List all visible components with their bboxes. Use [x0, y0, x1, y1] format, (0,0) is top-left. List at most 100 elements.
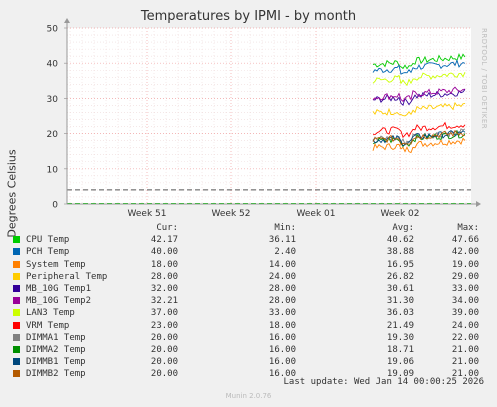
legend-row: MB_10G Temp1 32.00 28.00 30.61 33.00 [0, 283, 497, 295]
legend-row: System Temp 18.00 14.00 16.95 19.00 [0, 259, 497, 271]
legend-row: LAN3 Temp 37.00 33.00 36.03 39.00 [0, 307, 497, 319]
legend-avg-value: 30.61 [386, 283, 414, 294]
legend-header-avg: Avg: [392, 223, 414, 233]
legend-cur-value: 23.00 [150, 320, 178, 331]
legend-row: MB_10G Temp2 32.21 28.00 31.30 34.00 [0, 295, 497, 307]
legend-series-name: System Temp [26, 259, 86, 270]
legend-swatch [13, 358, 20, 366]
x-tick-label: Week 01 [297, 209, 336, 219]
legend-swatch [13, 370, 20, 378]
legend-avg-value: 38.88 [386, 247, 414, 258]
legend-row: DIMMA1 Temp 20.00 16.00 19.30 22.00 [0, 332, 497, 344]
legend-avg-value: 40.62 [386, 235, 414, 246]
legend-avg-value: 16.95 [386, 259, 414, 270]
legend-min-value: 16.00 [268, 332, 296, 343]
y-axis-arrow [64, 18, 70, 23]
legend-swatch [13, 321, 20, 329]
legend-series-name: DIMMA1 Temp [26, 332, 86, 343]
legend-max-value: 21.00 [451, 357, 479, 368]
chart-title: Temperatures by IPMI - by month [140, 9, 357, 24]
legend-max-value: 39.00 [451, 308, 479, 319]
y-tick-label: 40 [47, 60, 59, 70]
legend-avg-value: 31.30 [386, 296, 414, 307]
y-tick-label: 50 [47, 25, 59, 35]
legend-series-name: DIMMB2 Temp [26, 369, 86, 380]
legend-swatch [13, 297, 20, 305]
legend-avg-value: 26.82 [386, 271, 414, 282]
legend-row: PCH Temp 40.00 2.40 38.88 42.00 [0, 246, 497, 258]
y-tick-label: 0 [52, 201, 58, 211]
legend-max-value: 33.00 [451, 283, 479, 294]
legend-min-value: 33.00 [268, 308, 296, 319]
legend-min-value: 16.00 [268, 369, 296, 380]
legend-avg-value: 19.06 [386, 357, 414, 368]
legend-avg-value: 21.49 [386, 320, 414, 331]
legend-avg-value: 19.30 [386, 332, 414, 343]
legend-swatch [13, 284, 20, 292]
legend-cur-value: 20.00 [150, 344, 178, 355]
legend-min-value: 2.40 [274, 247, 296, 258]
legend-header-max: Max: [457, 223, 479, 233]
legend-max-value: 21.00 [451, 369, 479, 380]
legend-min-value: 16.00 [268, 357, 296, 368]
legend-swatch [13, 236, 20, 244]
legend-max-value: 34.00 [451, 296, 479, 307]
series-line [372, 129, 466, 146]
legend: Cur: Min: Avg: Max: CPU Temp 42.17 36.11 40… [0, 222, 497, 380]
legend-cur-value: 40.00 [150, 247, 178, 258]
legend-series-name: MB_10G Temp2 [26, 296, 92, 307]
legend-row: DIMMB1 Temp 20.00 16.00 19.06 21.00 [0, 356, 497, 368]
legend-min-value: 24.00 [268, 271, 296, 282]
legend-swatch [13, 260, 20, 268]
munin-version: Munin 2.0.76 [225, 392, 272, 400]
series-line [372, 137, 466, 154]
series-lines [372, 53, 466, 154]
legend-min-value: 28.00 [268, 296, 296, 307]
legend-swatch [13, 272, 20, 280]
rrdtool-watermark: RRDTOOL / TOBI OETIKER [480, 28, 488, 130]
legend-row: VRM Temp 23.00 18.00 21.49 24.00 [0, 320, 497, 332]
legend-series-name: DIMMB1 Temp [26, 357, 86, 368]
legend-max-value: 42.00 [451, 247, 479, 258]
legend-max-value: 22.00 [451, 332, 479, 343]
x-tick-label: Week 52 [212, 209, 251, 219]
legend-swatch [13, 309, 20, 317]
legend-header-cur: Cur: [156, 223, 178, 233]
y-tick-label: 30 [47, 95, 59, 105]
legend-header: Cur: Min: Avg: Max: [0, 222, 497, 234]
legend-min-value: 28.00 [268, 283, 296, 294]
y-tick-label: 10 [47, 165, 59, 175]
legend-min-value: 14.00 [268, 259, 296, 270]
legend-avg-value: 19.09 [386, 369, 414, 380]
legend-cur-value: 37.00 [150, 308, 178, 319]
legend-row: DIMMB2 Temp 20.00 16.00 19.09 21.00 [0, 368, 497, 380]
last-update: Last update: Wed Jan 14 00:00:25 2026 [283, 377, 484, 387]
legend-max-value: 29.00 [451, 271, 479, 282]
legend-cur-value: 20.00 [150, 332, 178, 343]
series-line [372, 101, 466, 117]
legend-avg-value: 18.71 [386, 344, 414, 355]
legend-series-name: PCH Temp [26, 247, 70, 258]
legend-series-name: Peripheral Temp [26, 271, 108, 282]
legend-series-name: VRM Temp [26, 320, 70, 331]
legend-max-value: 19.00 [451, 259, 479, 270]
legend-cur-value: 32.21 [150, 296, 178, 307]
x-tick-label: Week 02 [381, 209, 420, 219]
series-line [372, 86, 466, 102]
plot-background [67, 28, 471, 204]
series-line [372, 59, 466, 75]
legend-avg-value: 36.03 [386, 308, 414, 319]
legend-cur-value: 32.00 [150, 283, 178, 294]
x-axis-arrow [476, 201, 481, 207]
x-tick-label: Week 51 [128, 209, 167, 219]
axes: 0 10 20 30 40 50 Week 51 Week 52 Week 01 Week 02 [47, 18, 481, 219]
legend-max-value: 21.00 [451, 344, 479, 355]
legend-cur-value: 28.00 [150, 271, 178, 282]
legend-row: DIMMA2 Temp 20.00 16.00 18.71 21.00 [0, 344, 497, 356]
legend-swatch [13, 345, 20, 353]
legend-cur-value: 20.00 [150, 369, 178, 380]
legend-cur-value: 42.17 [150, 235, 178, 246]
legend-row: Peripheral Temp 28.00 24.00 26.82 29.00 [0, 271, 497, 283]
plot-area: 0 10 20 30 40 50 Week 51 Week 52 Week 01 Week 02 [47, 18, 481, 219]
series-line [372, 72, 466, 87]
